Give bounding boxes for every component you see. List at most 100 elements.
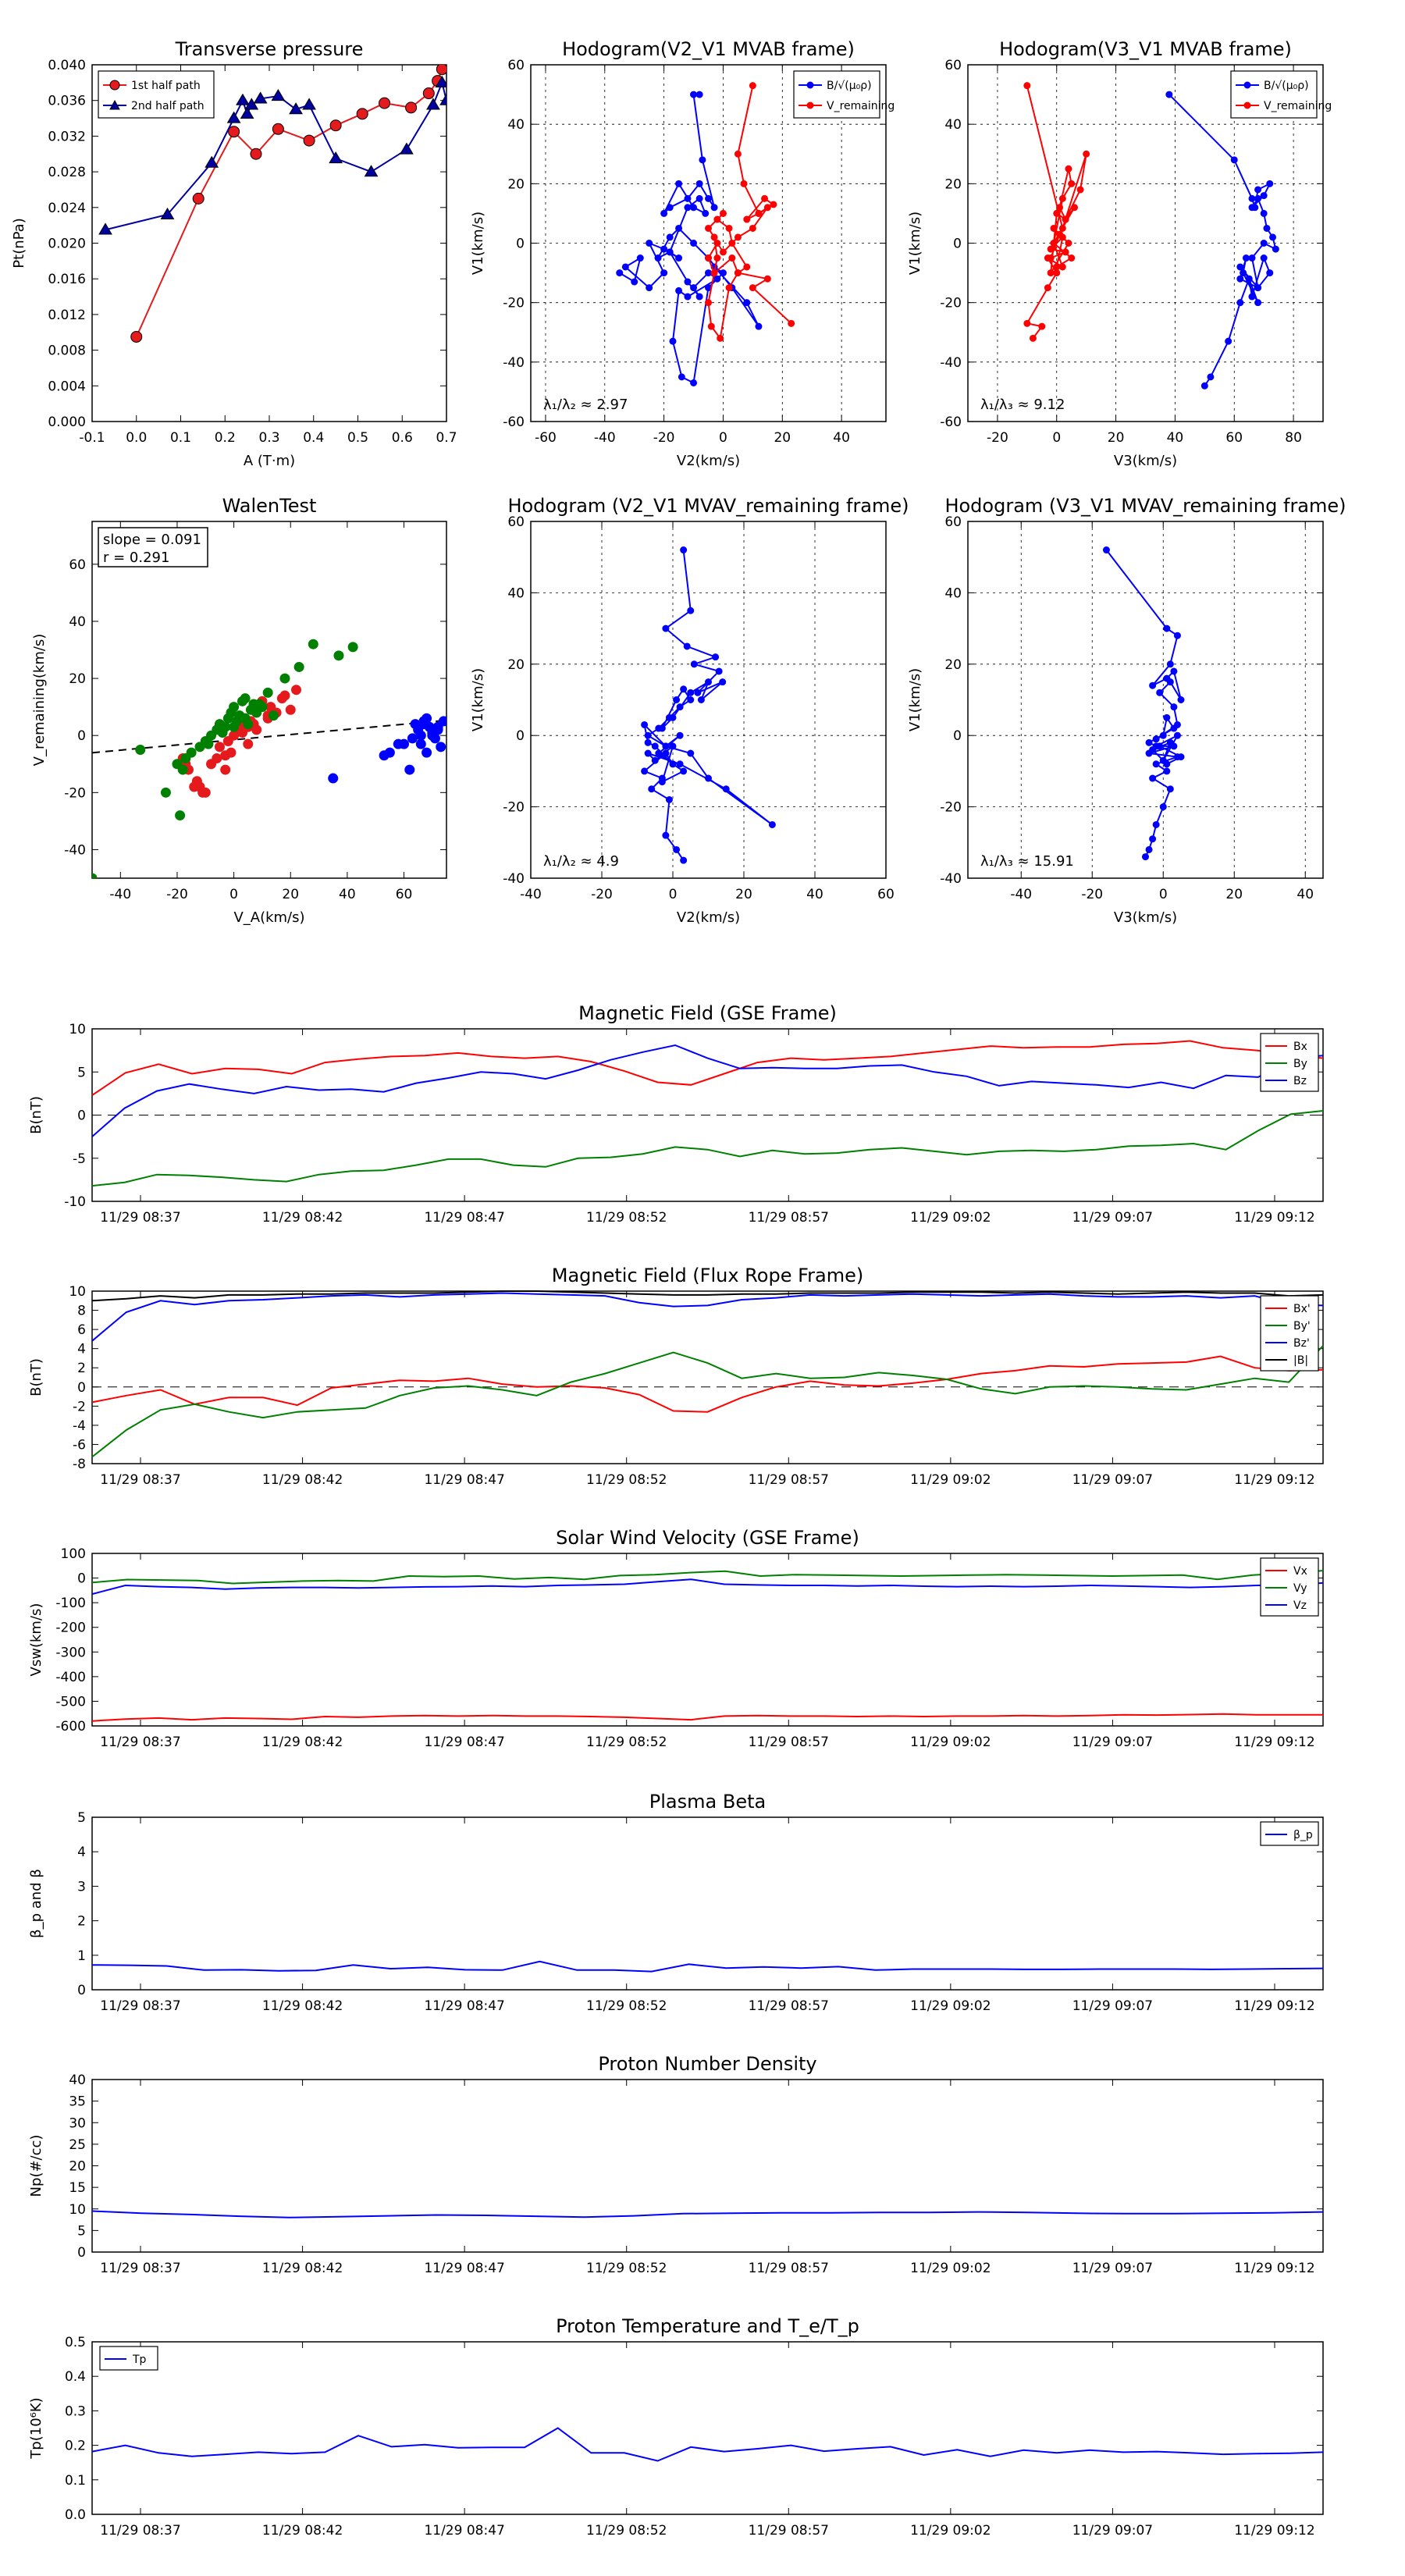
data-point — [658, 724, 666, 732]
data-point — [303, 134, 315, 147]
tick-label-y: 100 — [61, 1546, 86, 1562]
data-point — [333, 650, 344, 661]
tick-label-y: 40 — [507, 117, 525, 133]
y-axis-label: V1(km/s) — [907, 668, 923, 731]
tick-label-y: -60 — [503, 415, 525, 430]
plot-frame — [530, 64, 887, 422]
plot-area — [1102, 546, 1185, 861]
legend-label: V_remaining — [1264, 100, 1332, 112]
data-point — [749, 82, 756, 90]
series-line-2 — [91, 1044, 1324, 1137]
data-point — [1163, 713, 1171, 721]
tick-label-x: 11/29 09:12 — [1234, 1998, 1314, 2014]
data-point — [684, 293, 692, 301]
tick-label-y: -100 — [55, 1596, 86, 1611]
tick-label-y: 0.024 — [48, 201, 86, 216]
series-line-1 — [91, 1570, 1324, 1585]
data-point — [621, 263, 629, 271]
data-point — [687, 696, 695, 703]
data-point — [680, 767, 688, 775]
tick-label-y: 30 — [69, 2115, 86, 2131]
y-axis-label: B(nT) — [28, 1358, 44, 1397]
tick-label-y: 20 — [507, 176, 525, 192]
data-point — [1236, 275, 1244, 283]
data-point — [1047, 254, 1055, 262]
tick-label-x: 11/29 08:42 — [262, 1472, 343, 1488]
data-point — [244, 98, 259, 110]
data-point — [695, 194, 703, 202]
data-point — [683, 642, 691, 650]
data-point — [1062, 215, 1069, 223]
plot-area — [98, 65, 446, 343]
tick-label-x: 0.5 — [347, 430, 368, 446]
tick-label-y: -5 — [73, 1151, 86, 1167]
tick-label-y: 2 — [77, 1914, 86, 1930]
tick-label-x: 40 — [339, 887, 356, 902]
data-point — [405, 101, 418, 114]
tick-label-y: 40 — [69, 2073, 86, 2088]
y-axis-label: B(nT) — [28, 1096, 44, 1134]
tick-label-y: 1 — [77, 1948, 86, 1964]
data-point — [705, 269, 712, 277]
data-point — [1166, 785, 1174, 793]
chart-mag_gse: Magnetic Field (GSE Frame) -10 -5 0 5 10 11/29… — [28, 1002, 1324, 1226]
data-point — [710, 233, 718, 241]
tick-label-x: 0 — [719, 430, 727, 446]
data-point — [240, 693, 251, 704]
annotation-text: λ₁/λ₂ ≈ 2.97 — [543, 397, 628, 413]
tick-label-x: 0 — [1159, 887, 1168, 902]
tick-label-x: 11/29 08:52 — [586, 1472, 667, 1488]
data-point — [669, 337, 677, 345]
chart-hodo3: Hodogram (V2_V1 MVAV_remaining frame) -40… — [470, 495, 909, 926]
tick-label-x: 11/29 08:57 — [749, 1472, 829, 1488]
x-axis-label: V3(km/s) — [1114, 453, 1177, 469]
data-point — [687, 749, 695, 757]
data-point — [666, 248, 674, 256]
data-point — [1053, 263, 1061, 271]
tick-label-y: -8 — [73, 1457, 86, 1472]
data-point — [713, 254, 721, 262]
tick-label-x: 60 — [1225, 430, 1243, 446]
data-point — [192, 192, 205, 205]
data-point — [214, 742, 225, 753]
legend-label: Bz' — [1293, 1337, 1310, 1350]
data-point — [228, 126, 240, 138]
data-point — [1260, 254, 1268, 262]
data-point — [1149, 774, 1157, 782]
data-point — [705, 194, 712, 202]
data-point — [660, 245, 668, 253]
tick-label-x: 11/29 09:12 — [1234, 1735, 1314, 1750]
data-point — [678, 373, 685, 381]
data-point — [1029, 334, 1037, 342]
y-axis-label: Tp(10⁶K) — [28, 2397, 44, 2459]
data-point — [705, 774, 712, 782]
tick-label-x: 0 — [229, 887, 238, 902]
data-point — [666, 204, 674, 212]
legend-box — [793, 70, 880, 119]
data-point — [770, 201, 777, 208]
data-point — [675, 224, 683, 232]
data-point — [253, 91, 268, 104]
data-point — [379, 97, 391, 109]
tick-label-x: -20 — [987, 430, 1008, 446]
data-point — [644, 731, 652, 739]
data-point — [1056, 230, 1064, 238]
tick-label-y: 60 — [944, 58, 962, 73]
data-point — [749, 224, 756, 232]
data-point — [712, 653, 720, 661]
data-point — [788, 319, 795, 327]
legend-box — [98, 70, 215, 119]
tick-label-y: -600 — [55, 1719, 86, 1735]
data-point — [1165, 91, 1173, 98]
tick-label-y: 0.2 — [65, 2439, 86, 2454]
data-point — [347, 642, 358, 653]
data-point — [676, 760, 684, 768]
tick-label-x: 11/29 09:12 — [1234, 2523, 1314, 2539]
tick-label-x: 11/29 09:02 — [910, 2261, 991, 2276]
data-point — [1207, 373, 1215, 381]
annotation-text: λ₁/λ₃ ≈ 15.91 — [980, 853, 1074, 870]
legend-label: B/√(μ₀ρ) — [827, 80, 872, 92]
tick-label-y: -40 — [64, 842, 86, 858]
data-point — [1240, 269, 1247, 277]
